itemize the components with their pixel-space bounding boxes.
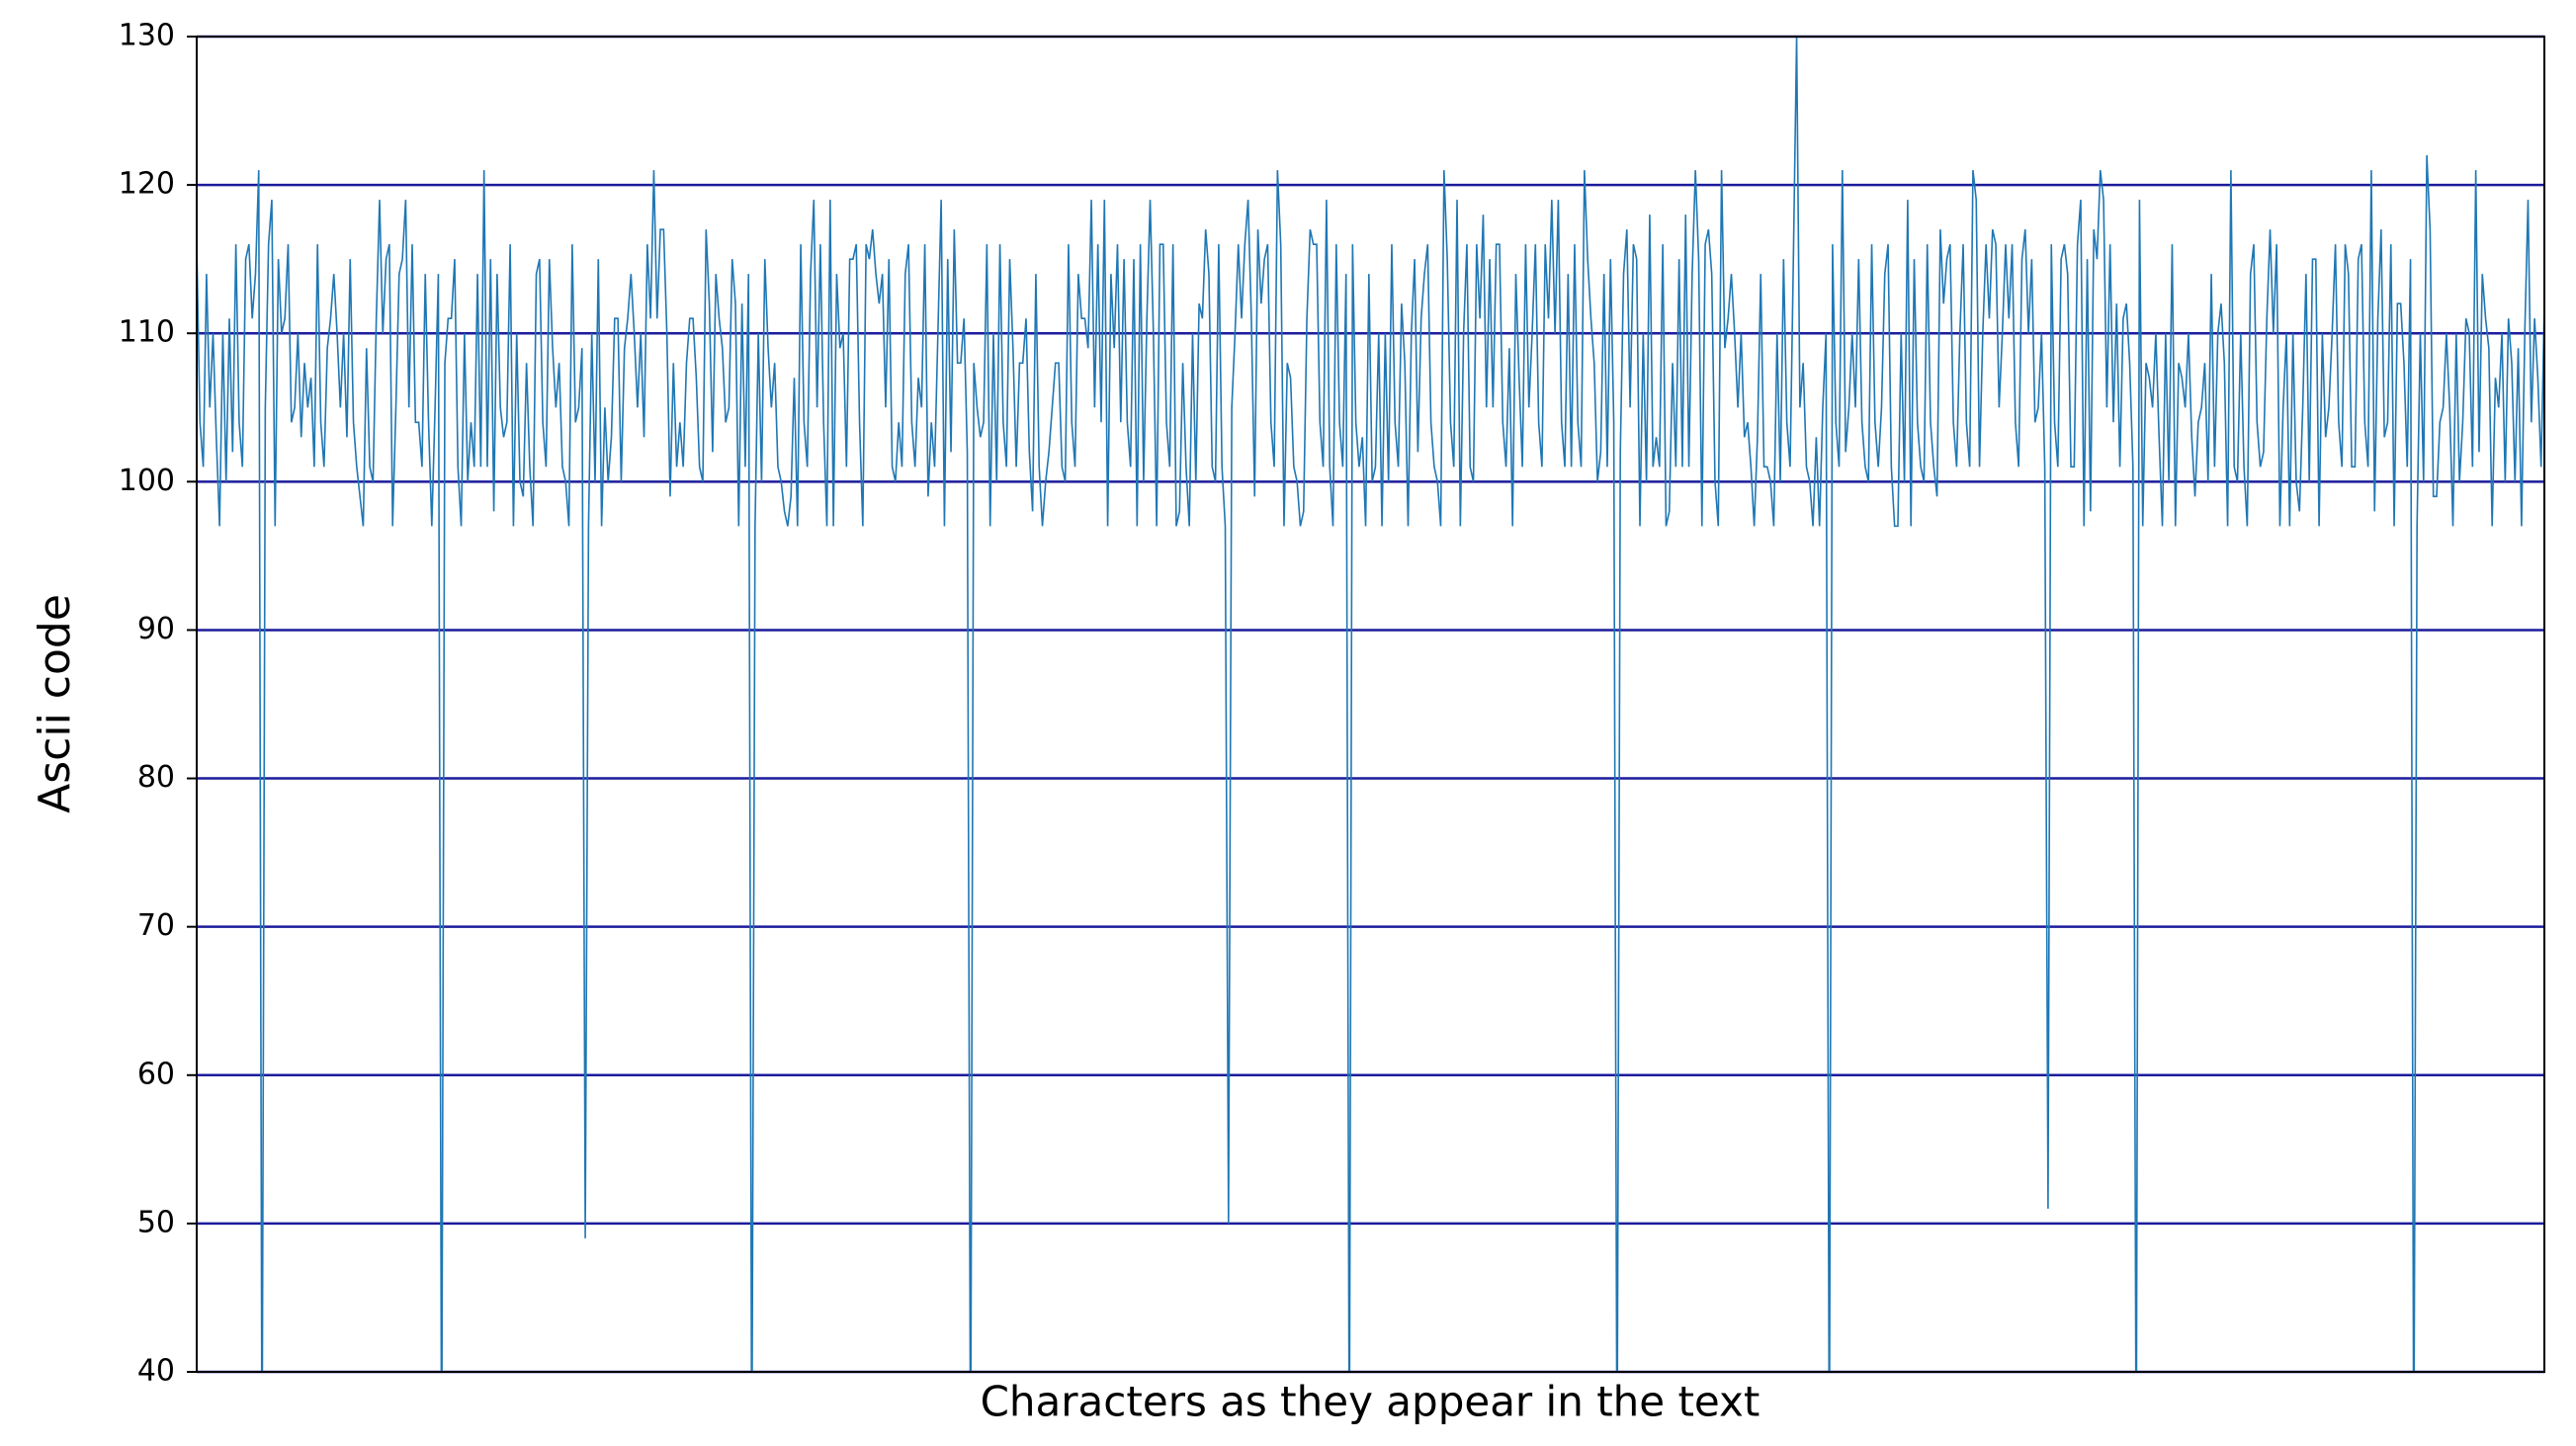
y-tick-label: 40 bbox=[137, 1354, 175, 1389]
x-axis-label: Characters as they appear in the text bbox=[981, 1378, 1760, 1426]
y-tick-label: 110 bbox=[119, 315, 175, 350]
y-tick-label: 80 bbox=[137, 760, 175, 795]
data-line bbox=[197, 37, 2544, 1372]
y-tick-label: 90 bbox=[137, 612, 175, 646]
plot-frame bbox=[196, 36, 2545, 1373]
y-tick-label: 70 bbox=[137, 908, 175, 943]
y-axis-label: Ascii code bbox=[30, 594, 80, 813]
y-tick-label: 130 bbox=[119, 19, 175, 53]
y-tick-label: 50 bbox=[137, 1205, 175, 1239]
y-tick-label: 100 bbox=[119, 464, 175, 498]
y-tick-label: 120 bbox=[119, 167, 175, 202]
y-tick-label: 60 bbox=[137, 1057, 175, 1091]
